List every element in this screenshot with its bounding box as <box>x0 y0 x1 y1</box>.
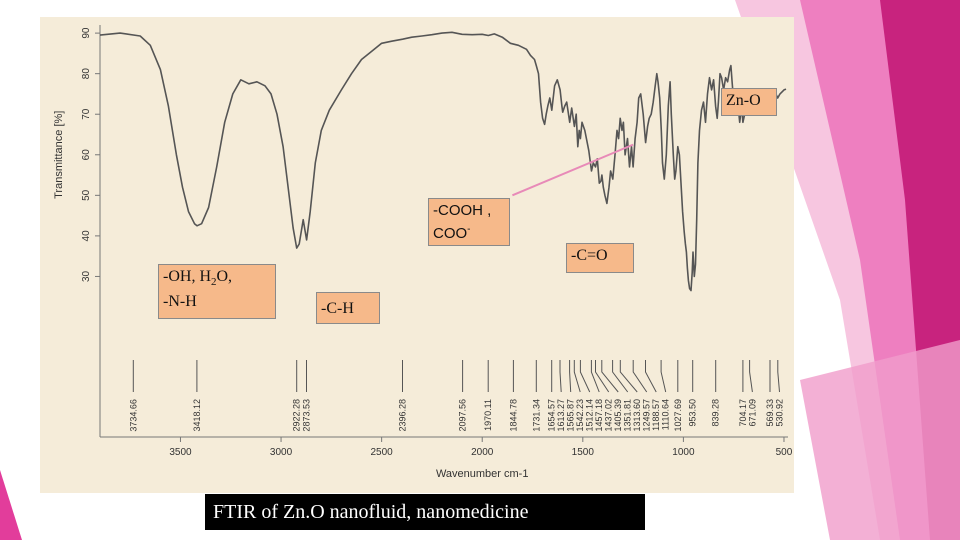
deco-lower-right-shape <box>800 340 960 540</box>
peak-label: 1437.02 <box>604 399 614 432</box>
peak-label: 1405.39 <box>613 399 623 432</box>
annotation-oh-line2: -N-H <box>163 293 197 311</box>
peak-label: 1970.11 <box>483 399 493 431</box>
peak-label: 953.50 <box>688 399 698 427</box>
peak-label: 1565.87 <box>566 399 576 432</box>
peak-marker-line <box>660 360 667 393</box>
annotation-ch: -C-H <box>316 292 380 324</box>
peak-label: 1542.23 <box>575 399 585 432</box>
peak-label: 1249.57 <box>642 399 652 432</box>
peak-marker-line <box>573 360 581 393</box>
annotation-oh: -OH, H2O, -N-H <box>158 264 276 319</box>
peak-marker-line <box>632 360 648 393</box>
peak-label: 3734.66 <box>128 399 138 432</box>
annotation-zno-text: Zn-O <box>726 92 761 109</box>
peak-marker-line <box>590 360 600 393</box>
annotation-cooh-line2: COO <box>433 225 468 242</box>
peak-marker-line <box>569 360 572 393</box>
annotation-cooh-superscript: - <box>467 224 471 235</box>
peak-label: 1731.34 <box>531 399 541 432</box>
y-axis-ticks: 30 40 50 60 70 80 90 <box>81 27 100 282</box>
peak-label: 569.33 <box>765 399 775 427</box>
plot-panel: 30 40 50 60 70 80 90 3500 3000 2500 2000 1500 1000 5… <box>40 17 794 493</box>
peak-label: 1110.64 <box>661 399 671 430</box>
peak-marker-line <box>777 360 780 393</box>
peak-marker-line <box>559 360 562 393</box>
peak-marker-line <box>612 360 629 393</box>
x-tick-label: 1000 <box>672 447 695 458</box>
peak-label: 1313.60 <box>632 399 642 432</box>
y-tick-label: 90 <box>81 27 92 39</box>
peak-label: 1844.78 <box>508 399 518 432</box>
peak-label: 1457.18 <box>594 399 604 432</box>
peak-marker-line <box>645 360 657 393</box>
peak-label: 839.28 <box>711 399 721 427</box>
y-tick-label: 80 <box>81 68 92 80</box>
peak-label: 2396.28 <box>398 399 408 432</box>
annotation-cooh-line1: -COOH , <box>433 202 492 219</box>
annotation-co: -C=O <box>566 243 634 273</box>
x-tick-label: 2000 <box>471 447 494 458</box>
chart-frame <box>99 25 788 438</box>
y-tick-label: 40 <box>81 230 92 242</box>
y-tick-label: 30 <box>81 270 92 282</box>
x-tick-label: 1500 <box>572 447 595 458</box>
peak-label: 1351.81 <box>623 399 633 432</box>
annotation-pointer-line <box>512 143 634 197</box>
y-tick-label: 60 <box>81 149 92 161</box>
peak-label: 1654.57 <box>547 399 557 432</box>
x-axis-label: Wavenumber cm-1 <box>436 468 529 480</box>
deco-left-strip <box>0 470 22 540</box>
peak-label: 2873.53 <box>302 399 312 432</box>
spectrum-curve-group <box>99 31 787 292</box>
x-tick-label: 3000 <box>270 447 293 458</box>
annotation-ch-text: -C-H <box>321 300 354 317</box>
annotation-cooh: -COOH , COO- <box>428 198 510 246</box>
peak-label: 3418.12 <box>192 399 202 432</box>
peak-label: 1027.69 <box>673 399 683 432</box>
y-tick-label: 50 <box>81 189 92 201</box>
peak-label: 1512.14 <box>585 399 595 432</box>
annotation-oh-part2: O, <box>216 268 233 285</box>
peak-label: 704.17 <box>738 399 748 427</box>
peak-marker-line <box>749 360 753 393</box>
peak-label: 2922.28 <box>292 399 302 432</box>
x-tick-label: 500 <box>776 447 793 458</box>
annotation-oh-subscript: 2 <box>211 276 217 289</box>
x-tick-label: 2500 <box>371 447 394 458</box>
annotation-co-text: -C=O <box>571 247 608 264</box>
peak-label: 1613.27 <box>556 399 566 432</box>
spectrum-line <box>99 31 787 292</box>
peak-marker-line <box>619 360 638 393</box>
peak-marker-line <box>601 360 619 393</box>
x-axis-ticks: 3500 3000 2500 2000 1500 1000 500 <box>169 437 793 458</box>
peak-marker-line <box>579 360 591 393</box>
annotation-zno: Zn-O <box>721 88 777 116</box>
peak-label: 1188.57 <box>651 399 661 431</box>
peak-label: 530.92 <box>775 399 785 427</box>
y-tick-label: 70 <box>81 108 92 120</box>
peak-label: 2097.56 <box>458 399 468 432</box>
figure-caption: FTIR of Zn.O nanofluid, nanomedicine <box>205 494 645 530</box>
annotation-oh-part1: -OH, H <box>163 268 211 285</box>
peak-marker-line <box>595 360 610 393</box>
x-tick-label: 3500 <box>169 447 192 458</box>
y-axis-label: Transmittance [%] <box>53 111 65 199</box>
peak-markers: 3734.66 3418.12 2922.28 2873.53 2396.28 2097.… <box>128 360 785 432</box>
peak-label: 671.09 <box>747 399 757 427</box>
